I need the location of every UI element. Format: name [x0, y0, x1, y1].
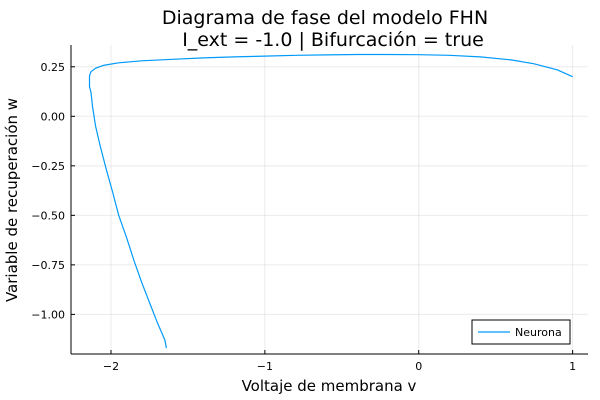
- y-tick-label: −0.25: [31, 160, 65, 173]
- y-tick-label: 0.25: [41, 61, 66, 74]
- x-tick-label: 1: [569, 360, 576, 373]
- x-tick-label: −1: [257, 360, 273, 373]
- y-tick-label: 0.00: [41, 110, 66, 123]
- legend-label-neurona: Neurona: [515, 326, 562, 339]
- series-layer: [88, 53, 573, 349]
- x-axis-label: Voltaje de membrana v: [242, 377, 417, 395]
- axes: [70, 45, 588, 355]
- y-tick-label: −0.75: [31, 259, 65, 272]
- chart-subtitle: I_ext = -1.0 | Bifurcación = true: [182, 29, 484, 51]
- grid: [71, 45, 588, 354]
- legend: Neurona: [471, 319, 571, 345]
- y-ticks: 0.25 0.00 −0.25 −0.50 −0.75 −1.00: [31, 61, 75, 321]
- y-tick-label: −0.50: [31, 209, 65, 222]
- y-axis-label: Variable de recuperación w: [3, 98, 21, 302]
- x-ticks: −2 −1 0 1: [103, 350, 576, 373]
- x-tick-label: −2: [103, 360, 119, 373]
- chart-title: Diagrama de fase del modelo FHN: [162, 7, 488, 29]
- x-tick-label: 0: [415, 360, 422, 373]
- series-line-neurona: [88, 53, 573, 349]
- y-tick-label: −1.00: [31, 308, 65, 321]
